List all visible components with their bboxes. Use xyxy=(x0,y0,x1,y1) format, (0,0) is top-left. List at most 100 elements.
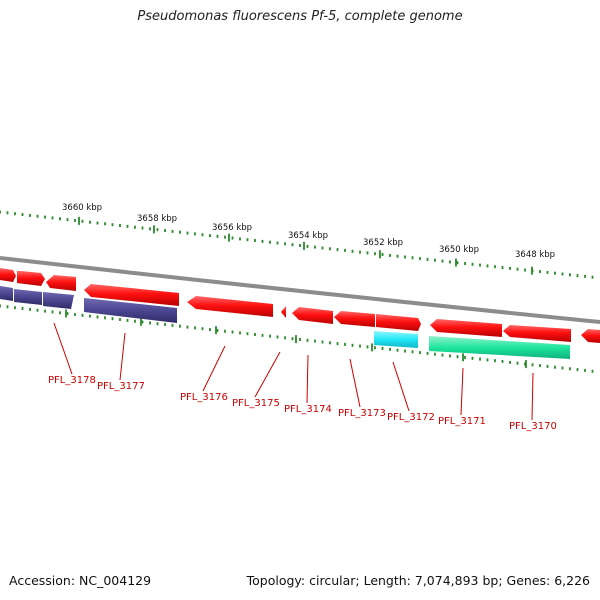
tick-mark xyxy=(525,360,527,369)
gene-feature xyxy=(84,298,177,323)
gene-feature xyxy=(0,268,16,282)
gene-label: PFL_3173 xyxy=(338,408,386,419)
tick-mark xyxy=(389,253,391,257)
tick-mark xyxy=(456,355,459,359)
tick-mark xyxy=(284,242,286,246)
gene-feature xyxy=(374,331,418,348)
gene-feature xyxy=(0,286,13,301)
tick-mark xyxy=(96,221,99,225)
tick-mark xyxy=(156,228,159,232)
scale-label: 3660 kbp xyxy=(62,203,102,213)
tick-mark xyxy=(464,262,466,265)
tick-mark xyxy=(194,326,196,330)
tick-mark xyxy=(539,270,541,274)
tick-mark xyxy=(215,326,217,335)
tick-mark xyxy=(479,263,481,267)
tick-mark xyxy=(29,307,31,311)
tick-mark xyxy=(351,343,354,347)
leader-line xyxy=(531,372,534,421)
tick-mark xyxy=(149,227,151,231)
tick-mark xyxy=(561,366,564,370)
tick-mark xyxy=(344,342,346,346)
scale-label: 3652 kbp xyxy=(363,238,403,248)
tick-mark xyxy=(501,360,504,363)
gene-feature xyxy=(187,296,273,317)
tick-mark xyxy=(516,361,519,365)
tick-mark xyxy=(126,224,129,228)
gene-feature xyxy=(429,336,570,359)
tick-mark xyxy=(254,333,256,336)
tick-mark xyxy=(59,217,61,221)
tick-mark xyxy=(171,229,174,233)
tick-mark xyxy=(389,347,391,351)
tick-mark xyxy=(396,254,399,258)
gene-feature xyxy=(581,329,600,343)
tick-mark xyxy=(284,336,286,340)
accession-text: Accession: NC_004129 xyxy=(9,573,152,588)
tick-mark xyxy=(306,244,309,248)
tick-mark xyxy=(89,314,91,318)
tick-mark xyxy=(21,307,24,310)
tick-mark xyxy=(141,226,144,230)
tick-mark xyxy=(554,271,556,275)
tick-mark xyxy=(471,262,474,266)
gene-feature xyxy=(503,325,571,342)
tick-mark xyxy=(419,351,421,355)
scale-label: 3658 kbp xyxy=(137,214,177,224)
tick-mark xyxy=(531,266,533,275)
map-title: Pseudomonas fluorescens Pf-5, complete g… xyxy=(137,9,463,24)
tick-mark xyxy=(411,350,414,354)
tick-mark xyxy=(411,256,414,260)
tick-mark xyxy=(494,359,496,363)
tick-mark xyxy=(89,220,91,224)
tick-mark xyxy=(201,327,204,331)
tick-mark xyxy=(104,222,106,226)
gene-feature xyxy=(46,275,76,291)
tick-mark xyxy=(329,341,331,345)
tick-mark xyxy=(216,234,219,238)
tick-mark xyxy=(455,258,457,267)
tick-mark xyxy=(224,235,226,239)
tick-mark xyxy=(261,239,264,243)
tick-mark xyxy=(524,268,526,272)
tick-mark xyxy=(29,213,31,217)
tick-mark xyxy=(509,360,511,364)
gene-feature xyxy=(84,284,179,306)
leader-line xyxy=(254,351,281,398)
tick-mark xyxy=(299,338,301,341)
gene-labels: PFL_3178 PFL_3177 PFL_3176 PFL_3175 PFL_… xyxy=(48,375,557,432)
tick-mark xyxy=(306,338,309,342)
tick-mark xyxy=(0,304,1,308)
tick-mark xyxy=(81,313,84,317)
genome-backbone xyxy=(0,256,600,324)
leader-line xyxy=(53,322,73,375)
tick-mark xyxy=(126,318,129,322)
gene-label: PFL_3176 xyxy=(180,392,228,403)
tick-mark xyxy=(374,346,376,350)
tick-mark xyxy=(66,218,69,222)
tick-mark xyxy=(303,241,305,250)
scale-label: 3656 kbp xyxy=(212,223,252,233)
tick-mark xyxy=(179,324,181,328)
leader-line xyxy=(460,367,464,416)
tick-mark xyxy=(269,334,271,338)
tick-mark xyxy=(561,272,564,276)
gene-label: PFL_3174 xyxy=(284,404,332,415)
tick-mark xyxy=(516,267,519,271)
gene-label: PFL_3171 xyxy=(438,416,486,427)
tick-mark xyxy=(81,219,84,223)
tick-mark xyxy=(584,368,586,372)
tick-mark xyxy=(111,317,114,321)
topology-text: Topology: circular; Length: 7,074,893 bp… xyxy=(246,573,590,588)
tick-mark xyxy=(295,335,297,344)
tick-mark xyxy=(539,364,541,368)
tick-mark xyxy=(186,231,189,235)
tick-mark xyxy=(462,353,464,362)
tick-mark xyxy=(509,266,511,270)
tick-mark xyxy=(111,223,114,227)
tick-mark xyxy=(569,367,571,371)
tick-mark xyxy=(44,309,46,313)
tick-mark xyxy=(209,328,211,332)
scale-label: 3654 kbp xyxy=(288,231,328,241)
scale-label: 3650 kbp xyxy=(439,245,479,255)
